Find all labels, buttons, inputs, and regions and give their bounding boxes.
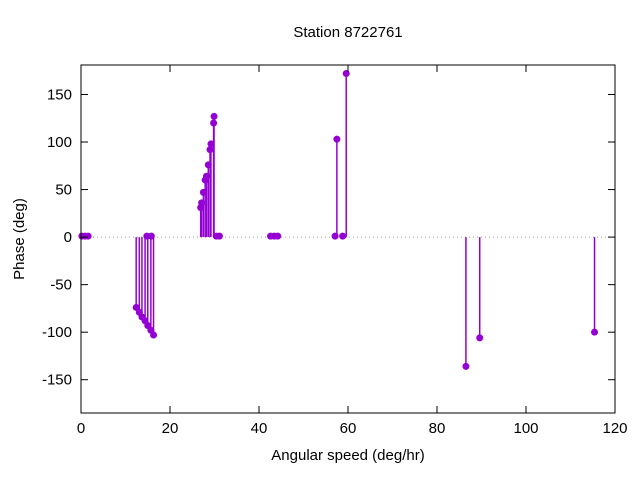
- data-point: [198, 199, 206, 207]
- x-tick-label: 40: [251, 420, 268, 437]
- chart-title: Station 8722761: [293, 24, 403, 41]
- x-tick-label: 0: [77, 420, 85, 437]
- data-point: [202, 172, 210, 180]
- data-point: [147, 232, 155, 240]
- data-point: [199, 188, 207, 196]
- data-point: [331, 232, 339, 240]
- x-axis-label: Angular speed (deg/hr): [271, 447, 425, 464]
- data-point: [591, 328, 599, 336]
- x-tick-label: 20: [162, 420, 179, 437]
- x-tick-label: 60: [340, 420, 357, 437]
- data-point: [204, 161, 212, 169]
- y-tick-label: 100: [47, 134, 72, 151]
- y-tick-label: -150: [42, 372, 72, 389]
- data-point: [215, 232, 223, 240]
- data-point: [476, 334, 484, 342]
- data-point: [210, 112, 218, 120]
- data-point: [150, 331, 158, 339]
- data-point: [342, 70, 350, 78]
- data-point: [210, 119, 218, 127]
- data-point: [207, 140, 215, 148]
- data-point: [333, 135, 341, 143]
- data-point: [339, 232, 347, 240]
- data-point: [462, 362, 470, 370]
- x-tick-label: 120: [602, 420, 627, 437]
- y-tick-label: 0: [64, 229, 72, 246]
- y-tick-label: 50: [55, 182, 72, 199]
- data-point: [84, 232, 92, 240]
- y-tick-label: -50: [50, 277, 72, 294]
- plot-border: [80, 64, 616, 414]
- y-tick-label: 150: [47, 86, 72, 103]
- data-point: [274, 232, 282, 240]
- x-tick-label: 80: [429, 420, 446, 437]
- y-tick-label: -100: [42, 324, 72, 341]
- data-point: [206, 146, 214, 154]
- x-tick-label: 100: [513, 420, 538, 437]
